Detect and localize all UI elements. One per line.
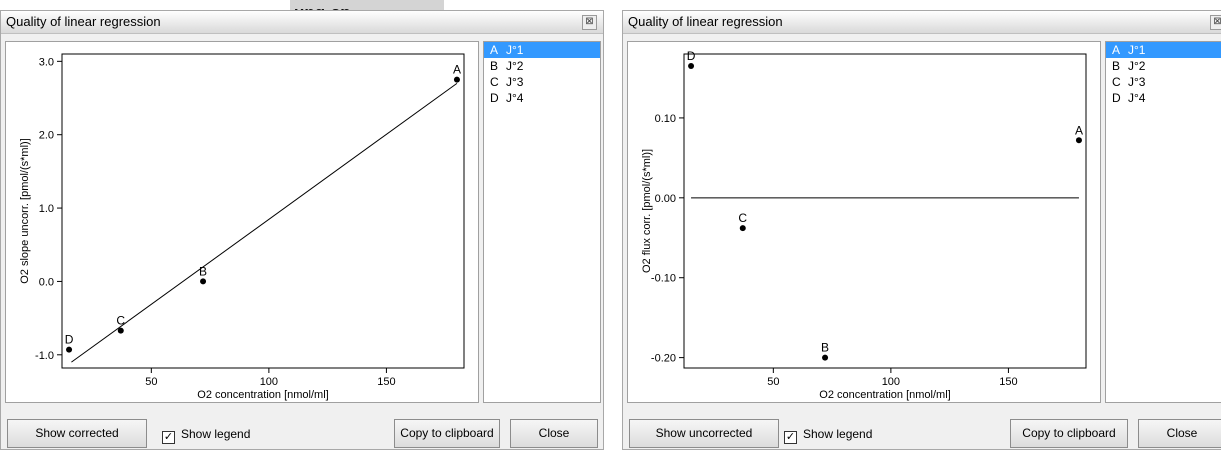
window-title: Quality of linear regression xyxy=(6,14,161,29)
title-bar[interactable]: Quality of linear regression ⊠ xyxy=(623,11,1221,34)
regression-line xyxy=(71,82,458,363)
y-axis-label: O2 slope uncorr. [pmol/(s*ml)] xyxy=(19,138,31,284)
data-point-label: D xyxy=(65,333,74,347)
close-icon[interactable]: ⊠ xyxy=(1210,15,1221,30)
x-tick-label: 100 xyxy=(260,376,278,388)
data-point xyxy=(688,62,695,69)
data-point-label: C xyxy=(116,314,125,328)
legend-item-a[interactable]: A J°1 xyxy=(484,42,600,58)
legend-list[interactable]: A J°1 B J°2 C J°3 D J°4 xyxy=(1105,41,1221,403)
y-tick-label: -0.20 xyxy=(651,353,676,365)
data-point xyxy=(1075,137,1082,144)
checkbox-check-icon[interactable]: ✓ xyxy=(162,431,175,444)
title-bar[interactable]: Quality of linear regression ⊠ xyxy=(1,11,603,34)
data-point xyxy=(822,354,829,361)
show-legend-label: Show legend xyxy=(803,427,873,441)
close-button[interactable]: Close xyxy=(1138,419,1221,448)
legend-item-b[interactable]: B J°2 xyxy=(1112,59,1146,73)
x-tick-label: 150 xyxy=(377,376,395,388)
data-point xyxy=(117,327,124,334)
show-corrected-button[interactable]: Show corrected xyxy=(7,419,147,448)
x-tick-label: 50 xyxy=(145,376,157,388)
legend-item-c[interactable]: C J°3 xyxy=(490,75,524,89)
x-tick-label: 100 xyxy=(882,376,900,388)
legend-item-c[interactable]: C J°3 xyxy=(1112,75,1146,89)
plot-area: 50 100 150 -0.20 -0.10 0.00 0.10 O2 concentrati… xyxy=(627,41,1101,403)
y-tick-label: -1.0 xyxy=(35,350,54,362)
show-uncorrected-button[interactable]: Show uncorrected xyxy=(629,419,779,448)
y-tick-label: 2.0 xyxy=(39,130,54,142)
copy-to-clipboard-button[interactable]: Copy to clipboard xyxy=(1010,419,1128,448)
data-point-label: A xyxy=(1075,123,1083,137)
plot-frame xyxy=(61,53,465,369)
copy-to-clipboard-button[interactable]: Copy to clipboard xyxy=(394,419,500,448)
y-axis-label: O2 flux corr. [pmol/(s*ml)] xyxy=(641,149,653,273)
regression-window-uncorrected: Quality of linear regression ⊠ 50 100 150 -… xyxy=(0,10,604,450)
data-point-label: D xyxy=(687,49,696,63)
data-point-label: B xyxy=(199,264,207,278)
y-tick-label: 0.00 xyxy=(655,193,676,205)
plot-area: 50 100 150 -1.0 0.0 1.0 2.0 3.0 O2 concentration… xyxy=(5,41,479,403)
legend-item-b[interactable]: B J°2 xyxy=(490,59,524,73)
legend-item-a[interactable]: A J°1 xyxy=(1106,42,1221,58)
regression-window-corrected: Quality of linear regression ⊠ 50 100 150 -… xyxy=(622,10,1221,450)
data-point xyxy=(200,278,207,285)
regression-chart: 50 100 150 -0.20 -0.10 0.00 0.10 O2 concentrati… xyxy=(641,49,1087,401)
legend-list[interactable]: A J°1 B J°2 C J°3 D J°4 xyxy=(483,41,601,403)
legend-item-d[interactable]: D J°4 xyxy=(490,91,524,105)
data-point xyxy=(66,346,73,353)
y-tick-label: 3.0 xyxy=(39,56,54,68)
checkbox-check-icon[interactable]: ✓ xyxy=(784,431,797,444)
data-point xyxy=(453,76,460,83)
data-point-label: A xyxy=(453,63,461,77)
data-point xyxy=(739,225,746,232)
close-button[interactable]: Close xyxy=(510,419,598,448)
plot-frame xyxy=(683,53,1087,369)
show-legend-checkbox[interactable]: ✓ Show legend xyxy=(784,427,872,444)
regression-chart: 50 100 150 -1.0 0.0 1.0 2.0 3.0 O2 concentration… xyxy=(19,53,465,401)
legend-item-d[interactable]: D J°4 xyxy=(1112,91,1146,105)
x-tick-label: 50 xyxy=(767,376,779,388)
data-point-label: C xyxy=(738,211,747,225)
y-tick-label: 0.10 xyxy=(655,113,676,125)
y-tick-label: -0.10 xyxy=(651,273,676,285)
y-tick-label: 0.0 xyxy=(39,276,54,288)
close-icon[interactable]: ⊠ xyxy=(582,15,597,30)
window-title: Quality of linear regression xyxy=(628,14,783,29)
y-tick-label: 1.0 xyxy=(39,203,54,215)
data-point-label: B xyxy=(821,341,829,355)
x-tick-label: 150 xyxy=(999,376,1017,388)
x-axis-label: O2 concentration [nmol/ml] xyxy=(819,389,950,401)
x-axis-label: O2 concentration [nmol/ml] xyxy=(197,389,328,401)
show-legend-checkbox[interactable]: ✓ Show legend xyxy=(162,427,250,444)
show-legend-label: Show legend xyxy=(181,427,251,441)
